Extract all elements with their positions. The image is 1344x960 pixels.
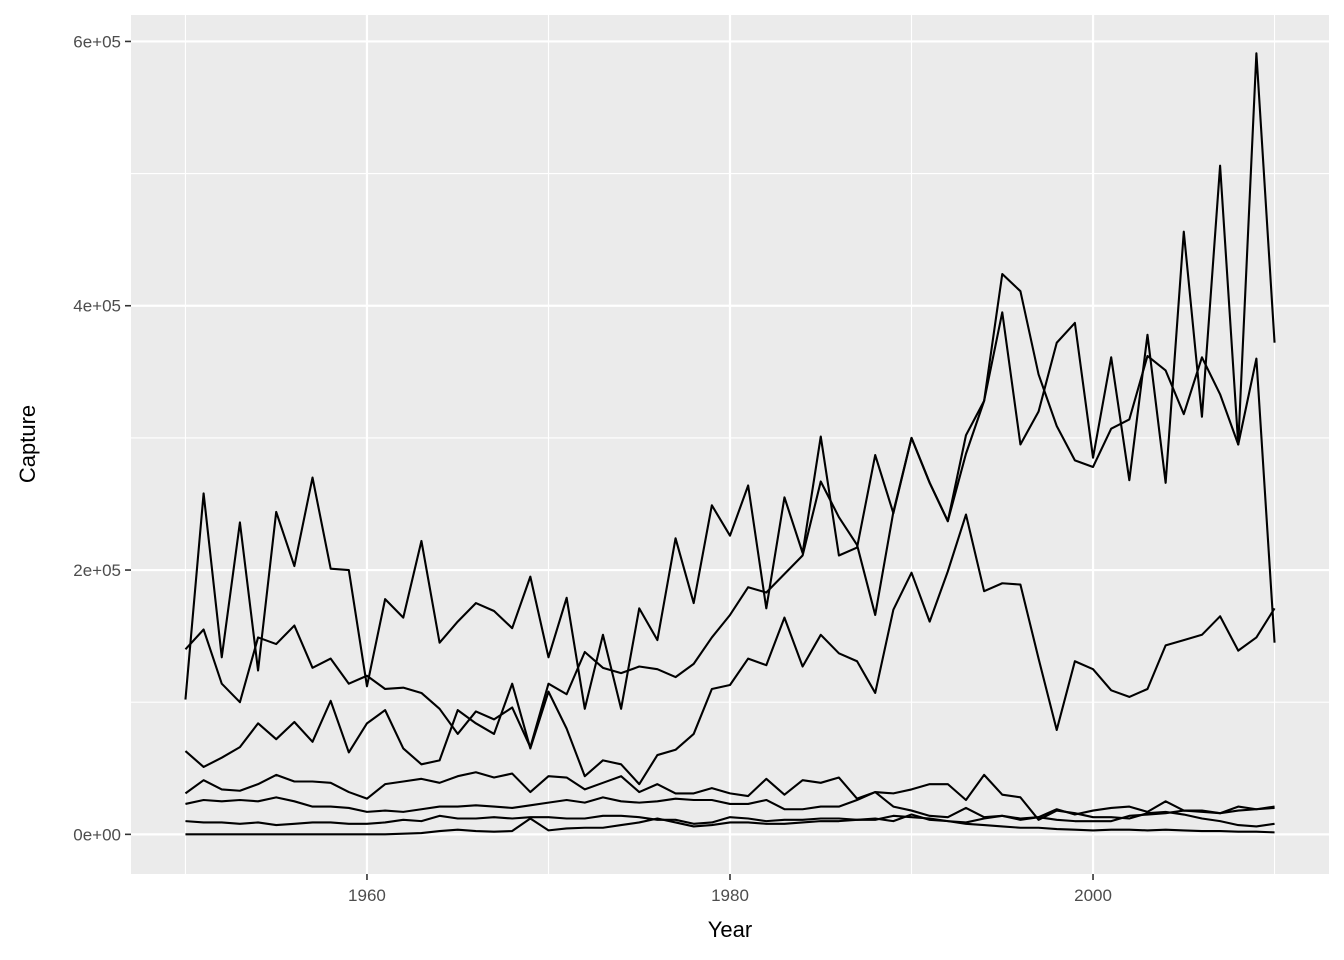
series-line-6 (185, 806, 1275, 827)
y-axis: 0e+00 2e+05 4e+05 6e+05 (73, 32, 131, 844)
series-line-1 (184, 52, 1276, 710)
y-tick-label: 0e+00 (73, 825, 121, 844)
series-line-4 (184, 771, 1275, 820)
series-line-7 (185, 813, 1275, 836)
series-lines (184, 52, 1276, 836)
x-axis-title: Year (708, 917, 752, 942)
x-tick-label: 1980 (711, 886, 749, 905)
y-tick-label: 6e+05 (73, 32, 121, 51)
x-tick-label: 1960 (348, 886, 386, 905)
series-line-5 (185, 773, 1275, 828)
series-line-2 (184, 272, 1276, 749)
y-tick-label: 4e+05 (73, 297, 121, 316)
x-axis: 1960 1980 2000 (348, 874, 1112, 905)
x-tick-label: 2000 (1074, 886, 1112, 905)
y-tick-label: 2e+05 (73, 561, 121, 580)
y-axis-title: Capture (15, 405, 40, 483)
series-line-3 (184, 513, 1276, 786)
